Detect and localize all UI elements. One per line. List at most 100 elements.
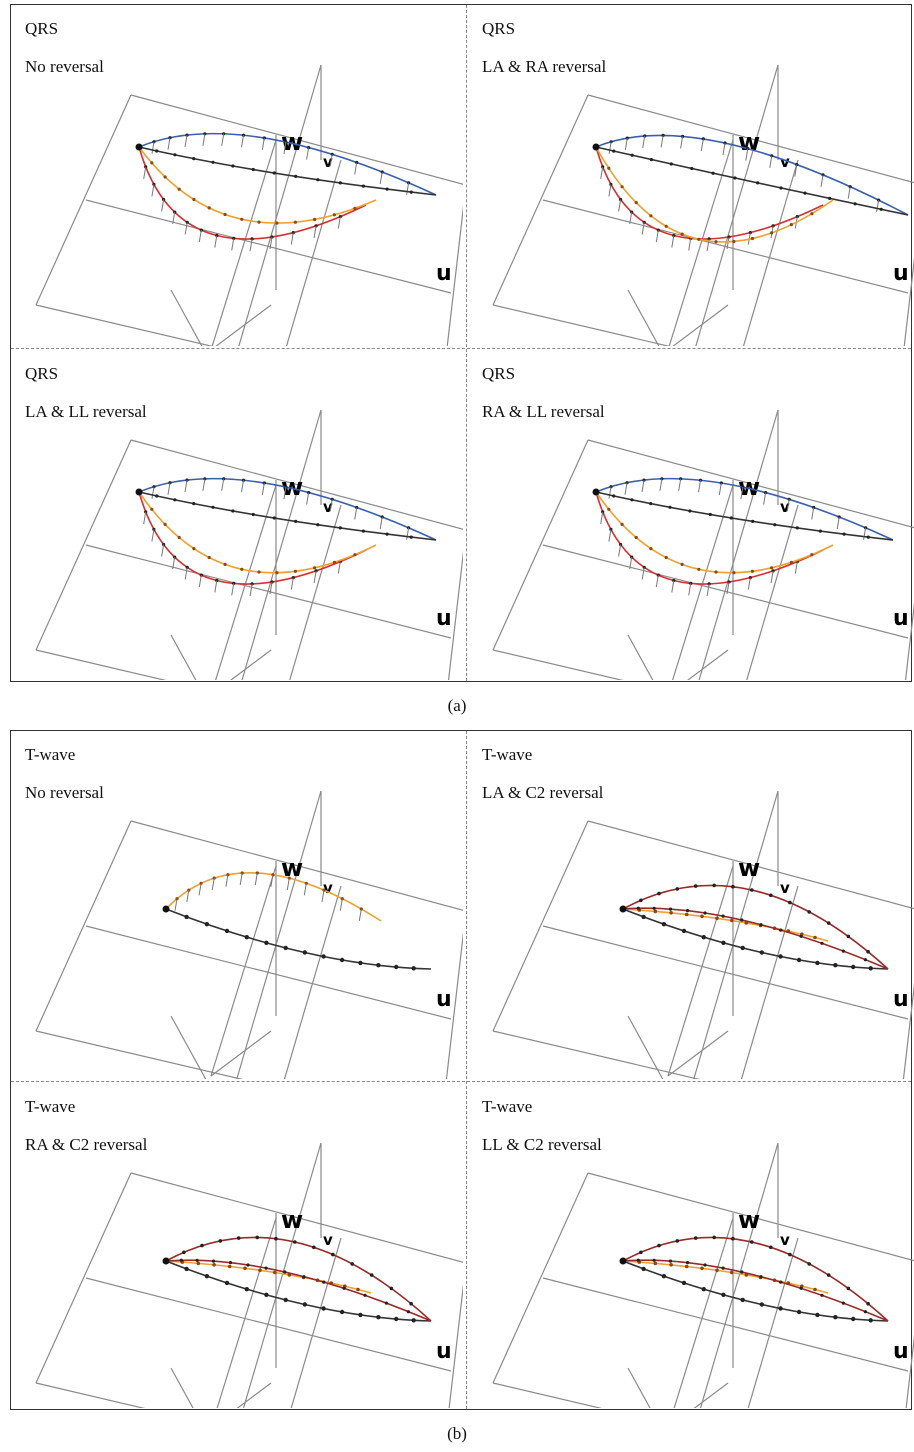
loop-point bbox=[721, 1266, 725, 1270]
loop-point bbox=[719, 481, 723, 485]
loop-point bbox=[350, 1262, 355, 1266]
loop-point bbox=[224, 928, 230, 934]
loop-point bbox=[394, 964, 399, 970]
origin-point bbox=[162, 1257, 170, 1265]
vector-tick bbox=[698, 480, 701, 493]
grid-line bbox=[902, 983, 914, 1079]
grid-line bbox=[672, 304, 729, 346]
loop-point bbox=[779, 186, 783, 190]
orange-loop bbox=[622, 908, 829, 942]
loop-point bbox=[846, 1286, 851, 1291]
loop-point bbox=[620, 522, 624, 526]
panel-title: QRS bbox=[25, 364, 59, 383]
vector-tick bbox=[678, 478, 682, 491]
loop-point bbox=[803, 191, 807, 195]
vector-tick bbox=[608, 486, 612, 499]
vector-tick bbox=[211, 878, 215, 891]
black-loop bbox=[165, 1260, 432, 1322]
grid-line bbox=[241, 409, 322, 680]
vector-tick bbox=[600, 166, 604, 179]
grid-line bbox=[216, 1217, 277, 1408]
vector-tick bbox=[241, 135, 244, 148]
vector-tick bbox=[706, 583, 710, 596]
loop-point bbox=[740, 918, 744, 922]
panel-title: QRS bbox=[25, 19, 59, 38]
loop-point bbox=[698, 478, 703, 482]
loop-plot: w v u bbox=[492, 64, 914, 346]
loop-point bbox=[231, 164, 235, 168]
loop-point bbox=[199, 573, 203, 577]
vector-tick bbox=[303, 883, 307, 896]
loop-point bbox=[649, 547, 653, 551]
vector-tick bbox=[608, 141, 612, 154]
grid-line bbox=[210, 865, 277, 1077]
loop-point bbox=[826, 1273, 831, 1277]
loop-plot: w v u bbox=[492, 1142, 914, 1408]
loop-point bbox=[789, 223, 793, 227]
loop-point bbox=[271, 873, 275, 877]
loop-point bbox=[669, 1263, 673, 1267]
vector-tick bbox=[198, 883, 202, 896]
loop-point bbox=[769, 893, 773, 898]
vector-tick bbox=[847, 186, 851, 199]
loop-point bbox=[649, 158, 653, 162]
loop-point bbox=[697, 237, 701, 241]
loop-point bbox=[708, 512, 712, 517]
loop-point bbox=[693, 1236, 698, 1240]
loop-point bbox=[813, 935, 817, 940]
loop-point bbox=[196, 1261, 201, 1266]
loop-point bbox=[664, 555, 668, 560]
vector-tick bbox=[624, 138, 628, 151]
loop-point bbox=[356, 1287, 360, 1292]
grid-line bbox=[747, 1237, 799, 1408]
loop-point bbox=[294, 174, 298, 178]
loop-point bbox=[244, 1287, 249, 1292]
loop-point bbox=[649, 214, 653, 218]
grid-line bbox=[35, 94, 132, 306]
loop-point bbox=[283, 945, 288, 951]
loop-point bbox=[741, 485, 745, 489]
grid-line bbox=[446, 205, 463, 346]
loop-point bbox=[721, 914, 725, 918]
loop-point bbox=[302, 950, 307, 955]
loop-point bbox=[212, 876, 216, 880]
loop-point bbox=[732, 571, 736, 575]
loop-point bbox=[251, 167, 255, 172]
loop-point bbox=[332, 213, 336, 217]
vector-tick bbox=[836, 516, 840, 530]
loop-point bbox=[863, 1310, 867, 1314]
loop-point bbox=[770, 566, 774, 570]
vector-tick bbox=[811, 507, 815, 520]
loop-point bbox=[321, 954, 326, 959]
loop-point bbox=[799, 934, 803, 938]
vector-tick bbox=[379, 516, 383, 530]
loop-point bbox=[796, 957, 802, 963]
origin-point bbox=[135, 143, 143, 151]
loop-point bbox=[283, 1270, 287, 1274]
axis-label-u: u bbox=[893, 261, 909, 286]
loop-point bbox=[700, 1266, 704, 1271]
loop-point bbox=[693, 884, 698, 888]
loop-point bbox=[748, 576, 752, 580]
vector-tick bbox=[660, 135, 664, 148]
vector-tick bbox=[198, 230, 202, 243]
vector-tick bbox=[249, 238, 253, 251]
horizontal-divider bbox=[11, 348, 911, 349]
loop-point bbox=[770, 154, 774, 158]
loop-point bbox=[821, 173, 825, 177]
loop-point bbox=[653, 909, 658, 914]
grid-line bbox=[627, 1015, 664, 1079]
loop-point bbox=[406, 1310, 410, 1314]
loop-point bbox=[407, 181, 411, 185]
loop-point bbox=[316, 178, 320, 182]
grid-line bbox=[35, 439, 132, 651]
grid-line bbox=[35, 1030, 244, 1079]
loop-point bbox=[639, 1250, 643, 1255]
loop-point bbox=[411, 966, 416, 971]
panel-subtitle: RA & LL reversal bbox=[482, 402, 605, 421]
loop-point bbox=[255, 1235, 259, 1240]
loop-point bbox=[212, 1263, 216, 1267]
loop-point bbox=[652, 1258, 656, 1262]
loop-point bbox=[332, 560, 336, 564]
vector-tick bbox=[763, 492, 767, 505]
